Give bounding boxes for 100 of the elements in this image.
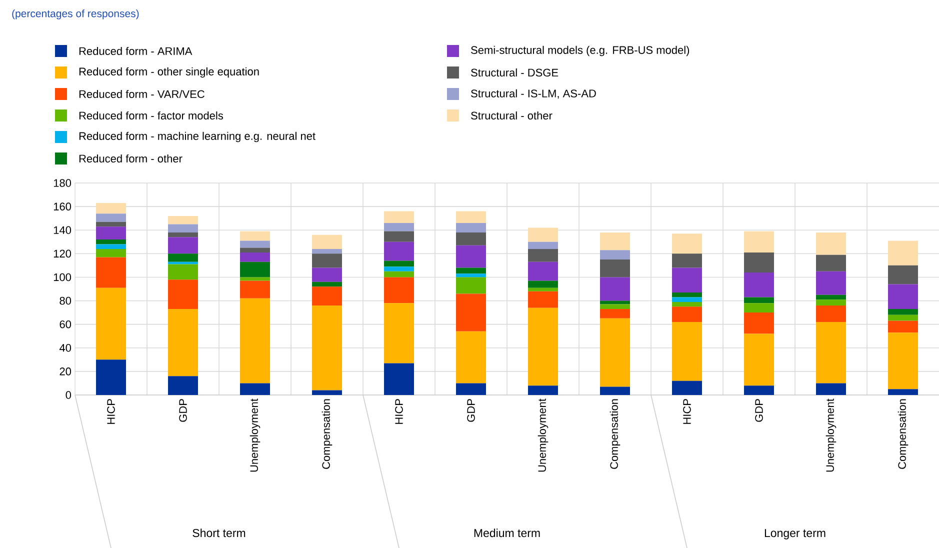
bar xyxy=(600,300,630,304)
bar xyxy=(312,234,342,249)
bar xyxy=(384,266,414,272)
bar xyxy=(672,254,702,268)
bar xyxy=(600,277,630,301)
bar xyxy=(672,268,702,293)
bar xyxy=(672,306,702,322)
bar xyxy=(384,242,414,261)
bar xyxy=(384,223,414,232)
bar xyxy=(168,232,198,238)
y-tick-label: 160 xyxy=(54,202,72,210)
bar xyxy=(168,309,198,376)
bar xyxy=(240,280,270,298)
bar xyxy=(240,277,270,281)
bar xyxy=(384,271,414,278)
bar xyxy=(816,305,846,322)
bar xyxy=(312,254,342,268)
bar xyxy=(96,203,126,214)
bar xyxy=(888,309,918,315)
bar xyxy=(312,390,342,395)
y-tick-label: 20 xyxy=(60,368,72,376)
bar xyxy=(96,288,126,360)
bar xyxy=(96,244,126,249)
legend-label: Semi-structural models (e.g. FRB-US model) xyxy=(471,46,690,56)
chart-title: (percentages of responses) xyxy=(12,10,139,20)
bar xyxy=(384,303,414,364)
bar xyxy=(672,297,702,302)
bar xyxy=(168,237,198,254)
x-tick-label: Unemployment xyxy=(538,398,548,472)
x-tick-label: Compensation xyxy=(898,399,908,469)
bar xyxy=(744,312,774,334)
bar xyxy=(240,248,270,252)
bar xyxy=(888,314,918,321)
bar xyxy=(600,260,630,278)
bar xyxy=(168,376,198,395)
x-tick-label: GDP xyxy=(755,399,763,422)
bar xyxy=(888,265,918,284)
bar xyxy=(600,232,630,250)
y-tick-label: 80 xyxy=(60,296,72,305)
x-tick-label: HICP xyxy=(107,399,115,424)
bar xyxy=(888,284,918,310)
bar xyxy=(744,297,774,304)
bar xyxy=(672,292,702,298)
bar xyxy=(816,294,846,300)
legend-label: Structural - IS-LM, AS-AD xyxy=(471,89,596,99)
bar xyxy=(528,228,558,242)
bar xyxy=(456,245,486,268)
bar xyxy=(456,277,486,294)
bar xyxy=(384,260,414,267)
bar xyxy=(168,224,198,232)
bar xyxy=(384,363,414,395)
bar xyxy=(96,214,126,222)
y-tick-label: 0 xyxy=(66,391,72,399)
bar xyxy=(528,280,558,288)
bar xyxy=(168,280,198,310)
x-tick-label: HICP xyxy=(395,399,403,424)
bar xyxy=(312,286,342,306)
bar xyxy=(96,222,126,227)
y-tick-label: 60 xyxy=(60,320,72,328)
bar xyxy=(168,264,198,280)
bar xyxy=(816,271,846,295)
bar xyxy=(240,231,270,241)
legend-label: Reduced form - ARIMA xyxy=(79,46,192,56)
text: Medium term xyxy=(474,528,540,538)
text: Short term xyxy=(192,528,246,538)
bar xyxy=(240,383,270,395)
bar xyxy=(240,262,270,278)
y-tick-label: 40 xyxy=(59,344,72,352)
bar xyxy=(672,322,702,381)
bar xyxy=(600,318,630,387)
bar xyxy=(240,252,270,262)
bar xyxy=(600,386,630,395)
bar xyxy=(888,389,918,395)
bar xyxy=(672,380,702,395)
y-tick-label: 180 xyxy=(54,179,72,187)
x-tick-label: Compensation xyxy=(610,399,620,469)
bar xyxy=(312,305,342,390)
bar xyxy=(816,254,846,272)
bar xyxy=(888,332,918,390)
bar xyxy=(816,232,846,255)
bar xyxy=(744,231,774,252)
bar xyxy=(528,242,558,249)
legend-label: Reduced form - other xyxy=(79,154,182,163)
bar xyxy=(528,386,558,395)
bar xyxy=(816,300,846,306)
bar xyxy=(528,288,558,292)
x-tick-label: HICP xyxy=(683,399,691,424)
x-tick-label: GDP xyxy=(467,399,475,422)
bar xyxy=(96,257,126,288)
bar xyxy=(384,231,414,242)
bar xyxy=(816,322,846,384)
bar xyxy=(744,334,774,386)
legend-label: Structural - other xyxy=(471,111,552,120)
bar xyxy=(888,240,918,266)
bar xyxy=(816,383,846,395)
bar xyxy=(312,282,342,287)
bar xyxy=(528,248,558,262)
bar xyxy=(384,277,414,304)
bar xyxy=(456,211,486,224)
bar xyxy=(528,308,558,386)
